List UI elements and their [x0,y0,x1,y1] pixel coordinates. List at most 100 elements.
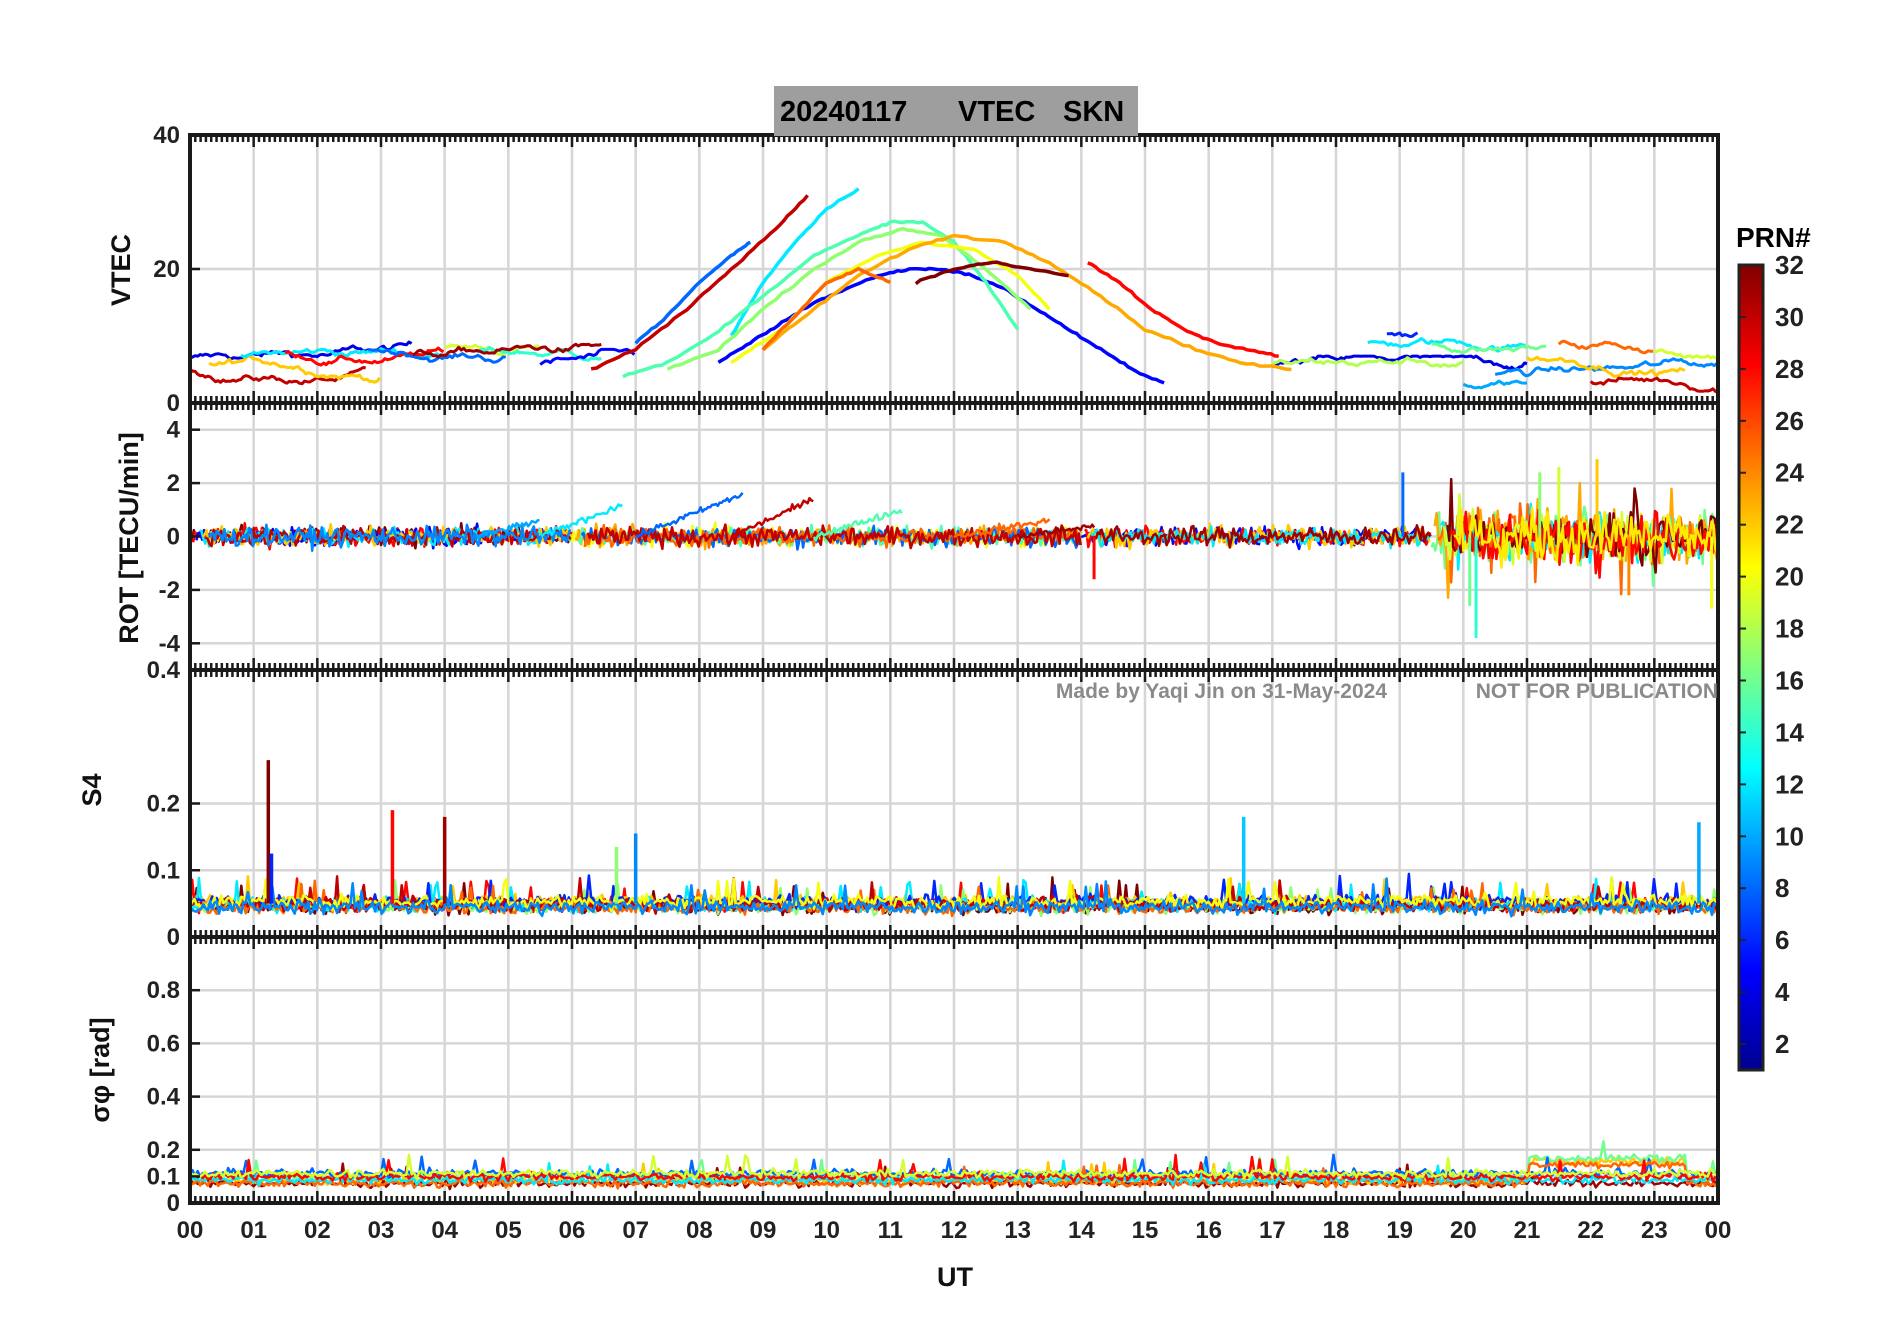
vtec-arc [1494,357,1718,378]
colorbar-tick-label: 10 [1775,821,1804,851]
panel-1-ytick: 40 [153,122,180,149]
title-box: 20240117 VTEC SKN [774,86,1138,136]
x-tick-label: 19 [1386,1217,1413,1244]
rot-ramp [953,517,1051,539]
x-tick-label: 14 [1068,1217,1095,1244]
panel-2-ytick: 4 [167,417,181,444]
panel-3-ytick: 0.2 [147,791,180,818]
rot-trace [1093,524,1432,549]
sigma-trace [190,1153,1718,1180]
watermark-author: Made by Yaqi Jin on 31-May-2024 [1056,680,1387,703]
vtec-prn-8 [634,240,752,345]
colorbar-tick-label: 26 [1775,406,1804,436]
vtec-arc [1653,348,1718,361]
panel-3-ytick: 0.4 [147,657,181,684]
panel-1-ytick: 20 [153,256,180,283]
rot-ramp [475,519,540,540]
x-tick-label: 01 [240,1217,267,1244]
title-quantity: VTEC [958,96,1035,128]
panel3-ylabel: S4 [77,773,107,806]
x-tick-label: 16 [1195,1217,1222,1244]
colorbar-tick-label: 2 [1775,1029,1789,1059]
rot-trace [586,523,1082,551]
panel-2-ytick: -4 [159,630,181,657]
x-tick-label: 22 [1577,1217,1604,1244]
x-tick-label: 20 [1450,1217,1477,1244]
vtec-arc [1525,355,1686,378]
vtec-arc [284,346,445,367]
colorbar-tick-label: 22 [1775,510,1804,540]
vtec-arc [1462,379,1528,390]
colorbar-tick-label: 6 [1775,925,1789,955]
panel-4-ytick: 0.4 [147,1084,181,1111]
x-tick-label: 15 [1132,1217,1159,1244]
vtec-arc [1431,342,1547,355]
x-tick-label: 23 [1641,1217,1668,1244]
rot-trace [208,523,572,552]
x-tick-label: 00 [1705,1217,1732,1244]
vtec-arc [1271,356,1464,368]
x-tick-label: 07 [622,1217,649,1244]
s4-trace [190,877,1718,918]
colorbar-tick-label: 4 [1775,977,1790,1007]
x-tick-label: 13 [1004,1217,1031,1244]
vtec-arc [412,342,602,359]
panel-4-ytick: 0.1 [147,1163,180,1190]
vtec-arc [1272,354,1528,371]
colorbar-tick-label: 8 [1775,873,1789,903]
panel-4-ytick: 0.2 [147,1137,180,1164]
sigma-trace [190,1159,1718,1187]
rot-ramp [812,509,903,542]
x-tick-label: 09 [750,1217,777,1244]
panel-3-ytick: 0 [167,924,180,951]
panel-2-ytick: 2 [167,470,180,497]
panel-4-ytick: 0 [167,1190,180,1217]
panel-4-ytick: 0.6 [147,1030,180,1057]
vtec-arc [190,366,366,386]
panel-3-ytick: 0.1 [147,857,180,884]
vtec-arc [208,354,381,384]
x-tick-label: 02 [304,1217,331,1244]
x-tick-label: 03 [368,1217,395,1244]
colorbar-label: PRN# [1736,222,1811,253]
vtec-arc [539,347,636,366]
colorbar-tick-label: 32 [1775,250,1804,280]
title-station: SKN [1063,96,1124,128]
colorbar-tick-label: 16 [1775,665,1804,695]
rot-ramp [730,496,814,538]
x-tick-label: 10 [813,1217,840,1244]
x-tick-label: 17 [1259,1217,1286,1244]
title-date: 20240117 [780,96,907,128]
x-tick-label: 05 [495,1217,522,1244]
vtec-prn-17 [666,226,1032,371]
vtec-prn-23 [761,233,1292,372]
colorbar-tick-label: 18 [1775,614,1804,644]
panel-1-ytick: 0 [167,390,180,417]
vtec-arc [1557,339,1654,355]
x-tick-label: 06 [559,1217,586,1244]
x-tick-label: 12 [941,1217,968,1244]
panel-2-ytick: 0 [167,524,180,551]
x-tick-label: 21 [1514,1217,1541,1244]
panel-2-ytick: -2 [159,577,180,604]
x-tick-label: 18 [1323,1217,1350,1244]
vtec-arc [1589,376,1718,394]
rot-ramp [1016,523,1096,539]
vtec-prn-28 [1087,261,1279,358]
panel1-ylabel: VTEC [106,234,136,306]
panel-4-ytick: 0.8 [147,977,180,1004]
x-tick-label: 04 [431,1217,458,1244]
colorbar-tick-label: 24 [1775,458,1804,488]
panel4-ylabel: σφ [rad] [85,1017,115,1122]
x-tick-label: 08 [686,1217,713,1244]
panel2-ylabel: ROT [TECU/min] [114,432,144,643]
colorbar-tick-label: 30 [1775,302,1804,332]
vtec-prn-30 [590,194,809,371]
vtec-prn-32 [914,260,1069,286]
vtec-prn-25 [761,266,891,351]
rot-ramp [539,503,623,537]
x-tick-label: 00 [177,1217,204,1244]
rot-trace [1453,506,1718,569]
